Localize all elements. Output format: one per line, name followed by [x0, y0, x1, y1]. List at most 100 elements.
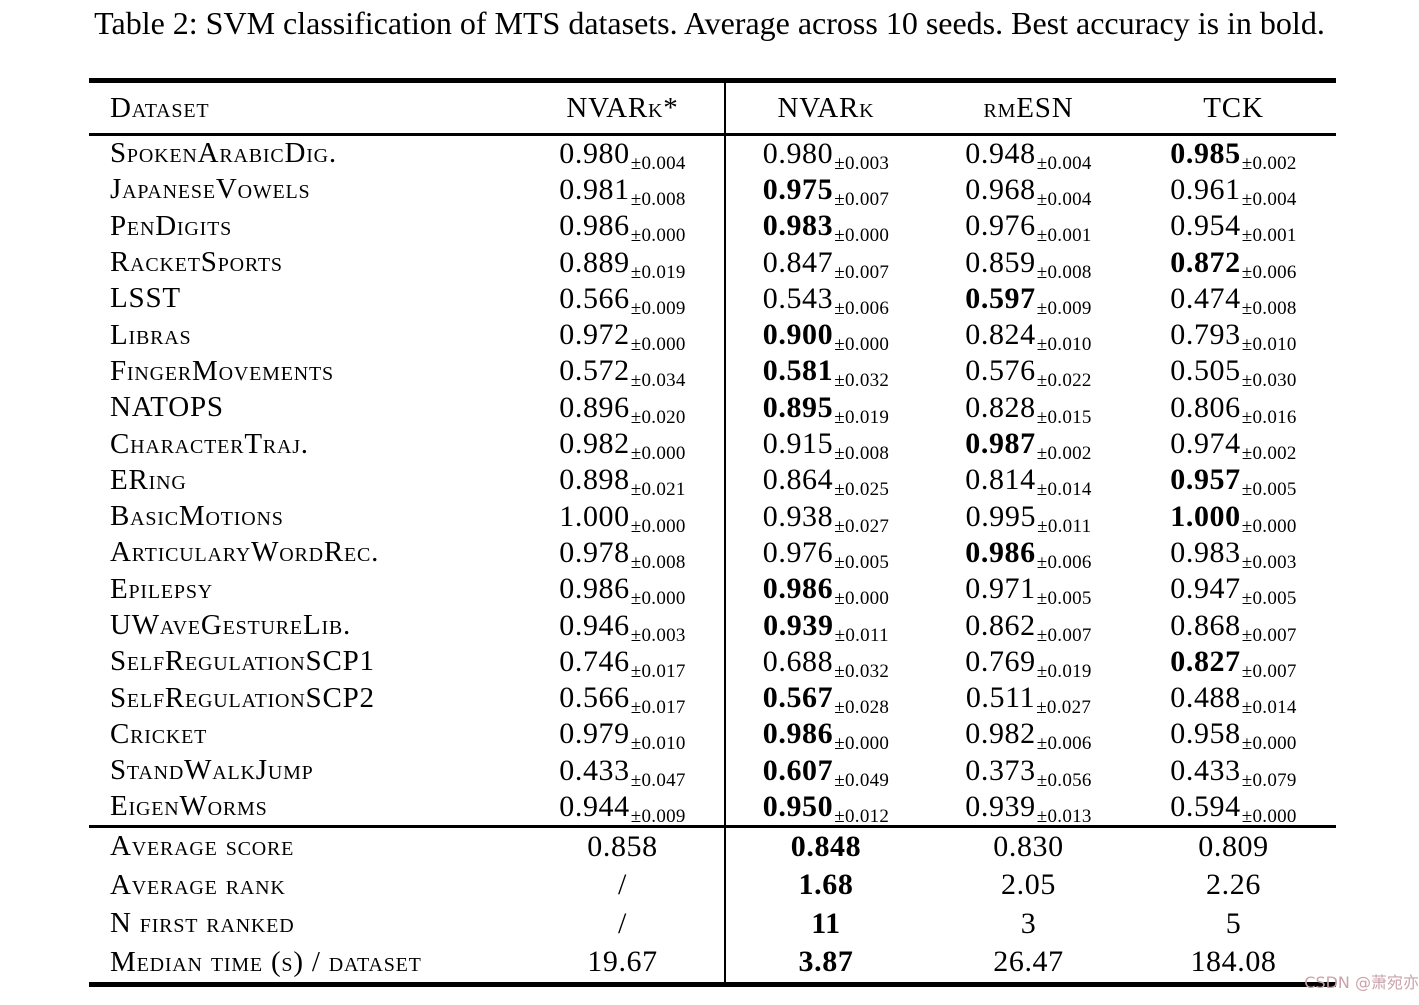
score-std: ±0.049 — [834, 769, 890, 791]
score-std: ±0.000 — [1241, 515, 1297, 537]
score-std: ±0.017 — [630, 697, 686, 719]
dataset-name: UWaveGestureLib. — [110, 609, 352, 641]
csdn-watermark: CSDN @萧宛亦 — [1304, 973, 1419, 992]
dataset-name: EigenWorms — [110, 790, 268, 823]
dataset-name: FingerMovements — [110, 354, 334, 387]
score-cell: 0.793±0.010 — [1131, 320, 1336, 355]
score-std: ±0.012 — [834, 805, 890, 827]
score-value: 0.939 — [763, 608, 834, 642]
score-cell: 0.982±0.000 — [519, 427, 726, 464]
score-std: ±0.022 — [1036, 370, 1092, 392]
score-std: ±0.005 — [1036, 588, 1092, 610]
summary-row: Average rank / 1.68 2.05 2.26 — [89, 866, 1336, 905]
header-bottom-rule — [89, 133, 1336, 136]
score-cell: 0.968±0.004 — [926, 174, 1131, 209]
score-value: 0.868 — [1170, 608, 1241, 642]
score-std: ±0.002 — [1241, 443, 1297, 465]
score-cell: 0.581±0.032 — [726, 356, 926, 391]
summary-row: Median time (s) / dataset 19.67 3.87 26.47 1… — [89, 943, 1336, 982]
score-std: ±0.025 — [834, 479, 890, 501]
score-cell: 0.971±0.005 — [926, 574, 1131, 609]
score-value: 0.980 — [762, 136, 834, 170]
score-cell: 0.979±0.010 — [519, 719, 726, 754]
score-value: 0.975 — [762, 172, 834, 206]
score-cell: 0.983±0.003 — [1131, 535, 1336, 572]
score-std: ±0.000 — [1241, 805, 1297, 827]
score-std: ±0.010 — [1241, 334, 1297, 356]
score-std: ±0.005 — [1241, 479, 1297, 501]
score-value: 0.983 — [762, 209, 834, 243]
score-value: 0.474 — [1170, 281, 1241, 315]
score-std: ±0.000 — [1241, 733, 1297, 755]
score-cell: 0.594±0.000 — [1131, 791, 1336, 826]
score-value: 0.944 — [559, 789, 630, 823]
score-std: ±0.004 — [1241, 188, 1297, 210]
score-cell: 0.972±0.000 — [519, 320, 726, 355]
score-std: ±0.002 — [1036, 443, 1092, 465]
score-value: 0.948 — [965, 136, 1036, 170]
score-cell: 0.806±0.016 — [1131, 392, 1336, 427]
score-std: ±0.007 — [1036, 624, 1092, 646]
dataset-name: Cricket — [110, 717, 208, 750]
score-cell: 0.986±0.000 — [726, 572, 926, 609]
score-value: 0.947 — [1170, 572, 1241, 606]
summary-value: 19.67 — [587, 945, 658, 979]
table-row: SpokenArabicDig. 0.980±0.004 0.980±0.003 0.… — [89, 136, 1336, 174]
score-value: 0.957 — [1170, 463, 1241, 497]
table-row: Cricket 0.979±0.010 0.986±0.000 0.982±0.006… — [89, 716, 1336, 755]
dataset-name: SelfRegulationSCP1 — [110, 645, 375, 678]
score-cell: 0.543±0.006 — [726, 283, 926, 318]
score-std: ±0.004 — [630, 152, 686, 174]
score-std: ±0.006 — [1036, 551, 1092, 573]
score-cell: 0.983±0.000 — [726, 209, 926, 246]
score-value: 0.566 — [559, 681, 630, 715]
table-row: ArticularyWordRec. 0.978±0.008 0.976±0.005… — [89, 535, 1336, 573]
table-row: EigenWorms 0.944±0.009 0.950±0.012 0.939±0.… — [89, 789, 1336, 827]
score-value: 0.950 — [762, 789, 834, 823]
score-cell: 0.567±0.028 — [726, 681, 926, 718]
dataset-name: JapaneseVowels — [110, 173, 311, 206]
score-cell: 0.862±0.007 — [926, 608, 1131, 645]
summary-label: N first ranked — [110, 907, 295, 940]
summary-value: 1.68 — [798, 868, 854, 902]
results-table-summary: Average score 0.858 0.848 0.830 0.809 Average… — [89, 828, 1336, 982]
score-std: ±0.002 — [1241, 152, 1297, 174]
column-separator-rule — [724, 83, 726, 984]
dataset-name: NATOPS — [110, 391, 224, 424]
score-std: ±0.000 — [630, 334, 686, 356]
score-cell: 0.746±0.017 — [519, 646, 726, 681]
score-value: 0.982 — [559, 427, 630, 461]
score-cell: 0.433±0.047 — [519, 755, 726, 790]
dataset-name: ArticularyWordRec. — [110, 536, 380, 569]
score-value: 0.986 — [762, 572, 834, 606]
score-cell: 0.566±0.009 — [519, 283, 726, 318]
score-std: ±0.011 — [834, 624, 889, 646]
table-row: StandWalkJump 0.433±0.047 0.607±0.049 0.373… — [89, 753, 1336, 791]
score-value: 0.828 — [965, 390, 1036, 424]
score-std: ±0.030 — [1241, 370, 1297, 392]
score-cell: 0.566±0.017 — [519, 681, 726, 718]
score-std: ±0.010 — [630, 733, 686, 755]
score-cell: 0.828±0.015 — [926, 390, 1131, 427]
table-row: Epilepsy 0.986±0.000 0.986±0.000 0.971±0.00… — [89, 571, 1336, 609]
score-std: ±0.004 — [1036, 152, 1092, 174]
score-value: 0.978 — [559, 535, 630, 569]
score-std: ±0.014 — [1241, 697, 1297, 719]
summary-value: 184.08 — [1190, 945, 1277, 979]
score-cell: 0.978±0.008 — [519, 535, 726, 572]
score-cell: 1.000±0.000 — [519, 501, 726, 536]
score-value: 0.862 — [965, 608, 1036, 642]
score-value: 0.974 — [1170, 427, 1241, 461]
dataset-name: RacketSports — [110, 246, 283, 279]
score-cell: 0.847±0.007 — [726, 247, 926, 282]
summary-value: 0.830 — [993, 829, 1064, 863]
score-value: 0.505 — [1170, 354, 1241, 388]
column-header-nvark: NVARk — [777, 91, 875, 124]
score-cell: 0.474±0.008 — [1131, 281, 1336, 318]
table-row: Libras 0.972±0.000 0.900±0.000 0.824±0.010 0… — [89, 317, 1336, 355]
score-value: 0.567 — [762, 681, 834, 715]
score-std: ±0.001 — [1036, 225, 1092, 247]
score-value: 0.983 — [1170, 535, 1241, 569]
score-std: ±0.008 — [834, 443, 890, 465]
summary-row: Average score 0.858 0.848 0.830 0.809 — [89, 828, 1336, 867]
